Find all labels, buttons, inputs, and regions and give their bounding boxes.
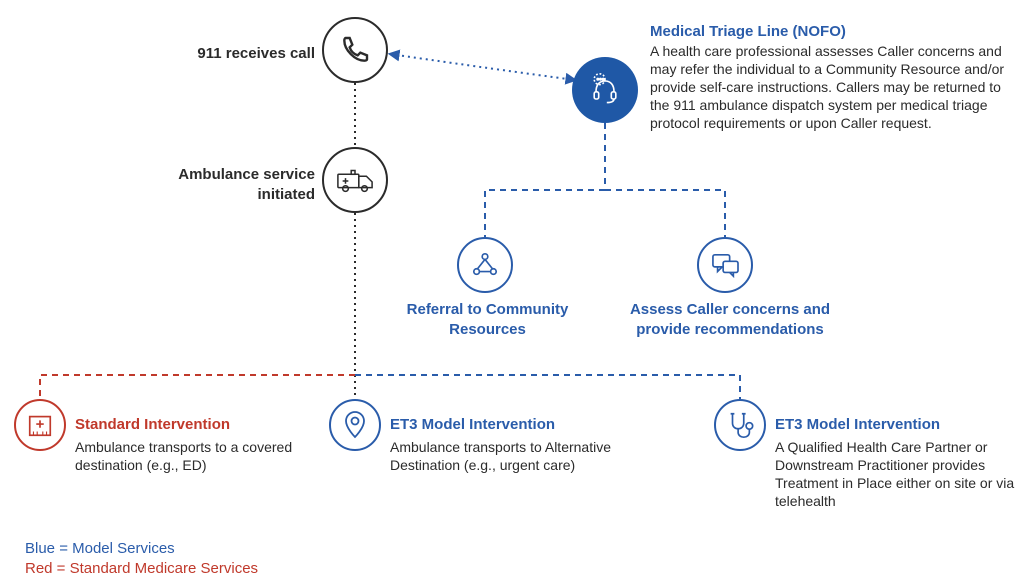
label-911-call: 911 receives call xyxy=(195,44,315,64)
node-et3b xyxy=(714,399,766,451)
ambulance-icon xyxy=(336,166,374,194)
label-triage: Medical Triage Line (NOFO) A health care… xyxy=(650,22,1005,132)
map-pin-icon xyxy=(344,410,366,440)
label-et3a: ET3 Model Intervention Ambulance transpo… xyxy=(390,415,620,474)
desc-et3b: A Qualified Health Care Partner or Downs… xyxy=(775,438,1015,511)
chat-bubbles-icon xyxy=(710,252,740,278)
label-standard: Standard Intervention Ambulance transpor… xyxy=(75,415,305,474)
desc-triage: A health care professional assesses Call… xyxy=(650,42,1005,133)
title-standard: Standard Intervention xyxy=(75,415,305,435)
headset-chat-icon xyxy=(587,72,623,108)
legend-blue: Blue = Model Services xyxy=(25,540,175,557)
label-referral: Referral to Community Resources xyxy=(405,300,570,339)
hospital-icon xyxy=(26,411,54,439)
desc-standard: Ambulance transports to a covered destin… xyxy=(75,438,305,474)
desc-et3a: Ambulance transports to Alternative Dest… xyxy=(390,438,620,474)
title-triage: Medical Triage Line (NOFO) xyxy=(650,22,1005,42)
node-referral xyxy=(457,237,513,293)
network-icon xyxy=(471,251,499,279)
phone-icon xyxy=(339,34,371,66)
node-triage xyxy=(572,57,638,123)
node-assess xyxy=(697,237,753,293)
label-assess: Assess Caller concerns and provide recom… xyxy=(620,300,840,339)
label-et3b: ET3 Model Intervention A Qualified Healt… xyxy=(775,415,1015,510)
node-standard xyxy=(14,399,66,451)
stethoscope-icon xyxy=(725,410,755,440)
legend-red: Red = Standard Medicare Services xyxy=(25,560,258,577)
title-et3a: ET3 Model Intervention xyxy=(390,415,620,435)
node-ambulance xyxy=(322,147,388,213)
node-et3a xyxy=(329,399,381,451)
label-ambulance: Ambulance service initiated xyxy=(165,165,315,204)
title-et3b: ET3 Model Intervention xyxy=(775,415,1015,435)
node-911-call xyxy=(322,17,388,83)
